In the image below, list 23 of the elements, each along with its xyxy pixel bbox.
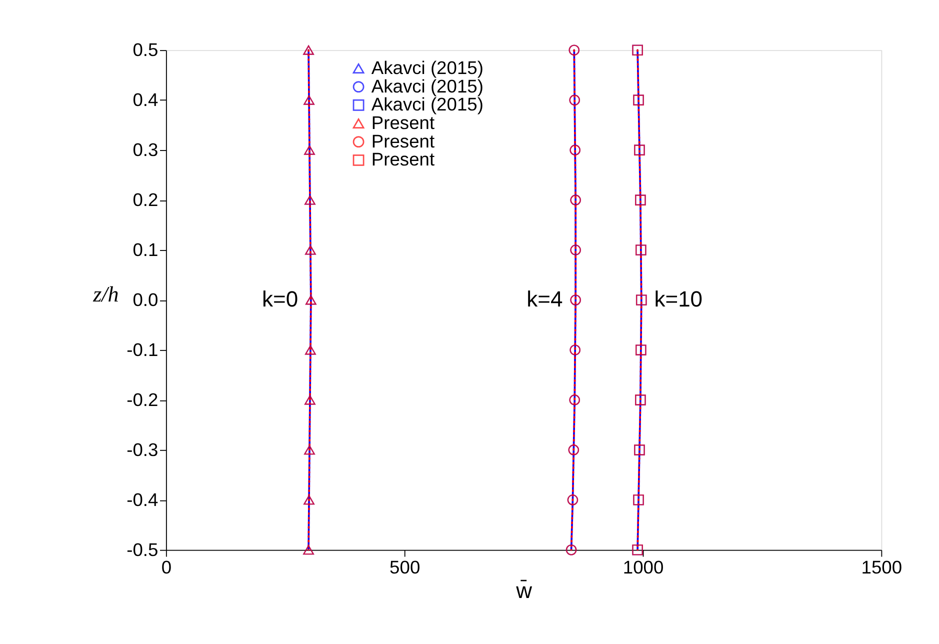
y-axis-title: z/h — [92, 281, 119, 306]
annotation: k=0 — [262, 286, 298, 312]
x-axis-title: w̄ — [515, 578, 532, 604]
x-tick-label: 1500 — [861, 556, 902, 578]
y-tick-label: 0.0 — [132, 288, 158, 310]
y-tick-label: -0.1 — [126, 338, 158, 360]
y-tick-label: 0.3 — [132, 139, 158, 160]
y-tick-label: -0.5 — [126, 538, 158, 560]
y-tick-label: 0.4 — [132, 89, 158, 110]
y-tick-label: -0.4 — [126, 488, 158, 510]
y-tick-label: 0.1 — [132, 238, 158, 260]
x-tick-label: 500 — [390, 556, 420, 578]
annotation: k=10 — [654, 286, 703, 312]
y-tick-label: -0.3 — [126, 438, 158, 460]
annotation: k=4 — [526, 286, 563, 312]
x-tick-label: 0 — [161, 556, 172, 578]
y-tick-label: 0.5 — [132, 39, 158, 60]
legend-label: Present — [371, 148, 435, 170]
y-tick-label: 0.2 — [132, 189, 158, 210]
legend-label: Present — [371, 130, 435, 152]
x-tick-label: 1000 — [622, 556, 664, 578]
legend-label: Akavci (2015) — [371, 56, 484, 78]
y-tick-label: -0.2 — [126, 388, 158, 410]
